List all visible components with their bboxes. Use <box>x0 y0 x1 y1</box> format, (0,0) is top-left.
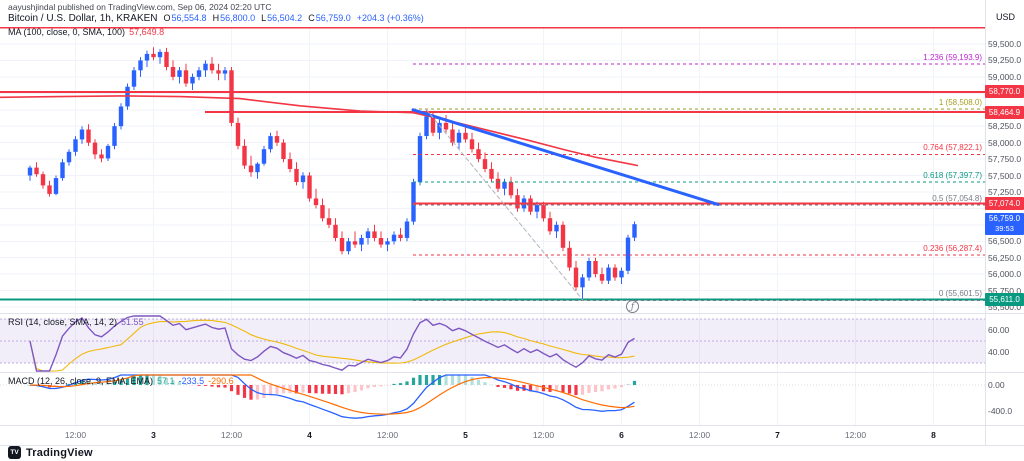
ohlc-key: L <box>261 13 267 23</box>
price-axis[interactable]: 59,500.0 59,250.0 59,000.0 58,250.0 58,000.0… <box>985 0 1024 445</box>
ohlc-key: O <box>163 13 171 23</box>
fib-level-label[interactable]: 0.764 (57,822.1) <box>923 143 982 153</box>
ohlc-values: O56,554.8 H56,800.0 L56,504.2 C56,759.0 <box>158 13 351 24</box>
rsi-ma-line <box>29 319 635 372</box>
trend-line[interactable] <box>425 108 584 301</box>
ohlc-key: C <box>308 13 315 23</box>
macd-value: -290.6 <box>208 376 234 386</box>
footer[interactable]: TV TradingView <box>8 446 93 459</box>
price-level-badge: 57,074.0 <box>985 197 1024 210</box>
macd-legend[interactable]: MACD (12, 26, close, 9, EMA, EMA) 57.1 -23… <box>8 376 234 386</box>
ma-value: 57,649.8 <box>129 27 165 37</box>
ma-legend[interactable]: MA (100, close, 0, SMA, 100) 57,649.8 <box>8 27 164 37</box>
rsi-label: RSI (14, close, SMA, 14, 2) <box>8 317 118 327</box>
fib-level-label[interactable]: 0.618 (57,397.7) <box>923 171 982 181</box>
time-label: 12:00 <box>532 430 555 440</box>
time-label: 8 <box>931 430 936 440</box>
time-label: 3 <box>151 430 156 440</box>
tradingview-logo-icon: TV <box>8 446 21 459</box>
currency-label: USD <box>995 12 1015 22</box>
ohlc-value: 56,759.0 <box>315 13 351 23</box>
ma-100-line[interactable] <box>0 95 639 167</box>
ohlc-value: 56,554.8 <box>171 13 207 23</box>
symbol-title: Bitcoin / U.S. Dollar, 1h, KRAKEN <box>8 13 158 24</box>
attribution-text: aayushjindal published on TradingView.co… <box>8 2 272 12</box>
price-label: 57,500.0 <box>988 170 1022 181</box>
price-level-badge: 58,464.9 <box>985 105 1024 119</box>
fib-level-label[interactable]: 0.5 (57,054.8) <box>932 193 982 203</box>
time-label: 12:00 <box>844 430 867 440</box>
fib-level-label[interactable]: 0.236 (56,287.4) <box>923 244 982 254</box>
ohlc-value: 56,504.2 <box>267 13 303 23</box>
fib-level-label[interactable]: 1.236 (59,193.9) <box>923 53 982 63</box>
fib-tool-anchor-icon[interactable]: ƒ <box>626 300 639 313</box>
ma-label: MA (100, close, 0, SMA, 100) <box>8 27 126 37</box>
price-label: 59,250.0 <box>988 55 1022 66</box>
price-label: 56,000.0 <box>988 269 1022 280</box>
macd-scale-label: -400.0 <box>988 406 1013 416</box>
symbol-legend[interactable]: Bitcoin / U.S. Dollar, 1h, KRAKEN O56,554… <box>8 13 424 24</box>
time-label: 6 <box>619 430 624 440</box>
ohlc-key: H <box>212 13 220 23</box>
macd-label: MACD (12, 26, close, 9, EMA, EMA) <box>8 376 154 386</box>
rsi-value: 51.55 <box>121 317 144 327</box>
rsi-line <box>29 315 635 372</box>
price-label: 58,000.0 <box>988 137 1022 148</box>
price-label: 55,500.0 <box>988 302 1022 312</box>
price-label: 58,250.0 <box>988 121 1022 132</box>
time-label: 12:00 <box>688 430 711 440</box>
price-label: 59,000.0 <box>988 71 1022 82</box>
time-label: 4 <box>307 430 312 440</box>
price-label: 57,750.0 <box>988 154 1022 165</box>
time-label: 5 <box>463 430 468 440</box>
time-label: 12:00 <box>220 430 243 440</box>
macd-histogram <box>28 375 637 400</box>
price-label: 59,500.0 <box>988 39 1022 49</box>
macd-line <box>29 374 635 419</box>
rsi-legend[interactable]: RSI (14, close, SMA, 14, 2) 51.55 <box>8 317 144 327</box>
time-label: 12:00 <box>376 430 399 440</box>
current-price-badge: 56,759.0 39:53 <box>985 213 1024 236</box>
price-label: 56,500.0 <box>988 236 1022 247</box>
trend-line[interactable] <box>411 108 720 206</box>
price-level-badge: 55,611.0 <box>985 293 1024 307</box>
fib-level-label[interactable]: 0 (55,601.5) <box>938 289 982 299</box>
rsi-scale-label: 60.00 <box>988 325 1010 335</box>
time-axis[interactable]: 12:00 3 12:00 4 12:00 5 12:00 6 12:00 7 12:00 8 <box>0 425 985 445</box>
time-label: 7 <box>775 430 780 440</box>
macd-value: -233.5 <box>178 376 205 386</box>
price-label: 56,250.0 <box>988 252 1022 263</box>
change-value: +204.3 (+0.36%) <box>356 13 424 23</box>
candlestick-series <box>27 47 637 301</box>
macd-scale-label: 0.00 <box>988 380 1005 390</box>
time-label: 12:00 <box>64 430 87 440</box>
price-level-badge: 58,770.0 <box>985 85 1024 99</box>
macd-signal-line <box>29 374 635 415</box>
price-label: 57,250.0 <box>988 186 1022 197</box>
tradingview-logo-text: TradingView <box>26 446 93 459</box>
ohlc-value: 56,800.0 <box>220 13 256 23</box>
price-label: 55,750.0 <box>988 285 1022 296</box>
rsi-scale-label: 40.00 <box>988 347 1010 357</box>
macd-value: 57.1 <box>157 376 175 386</box>
macd-values: 57.1 -233.5 -290.6 <box>153 376 234 386</box>
fib-level-label[interactable]: 1 (58,508.0) <box>938 98 982 108</box>
